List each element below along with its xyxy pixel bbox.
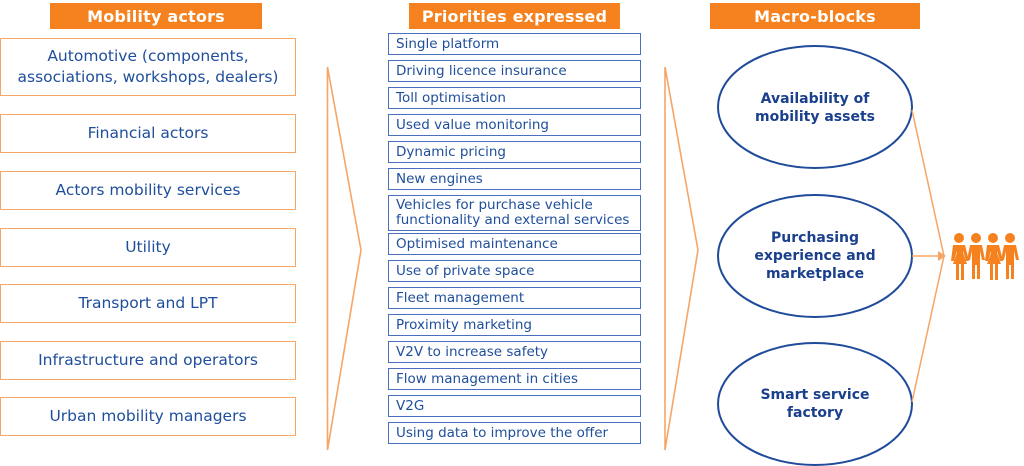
actor-transport-lpt: Transport and LPT [0, 284, 296, 323]
priority-item: Single platform [388, 33, 641, 55]
group-of-people-icon [951, 233, 1019, 280]
actor-utility: Utility [0, 228, 296, 267]
actor-infrastructure: Infrastructure and operators [0, 341, 296, 380]
actor-financial: Financial actors [0, 114, 296, 153]
chevron-arrow-icon [326, 66, 362, 451]
priority-item: Dynamic pricing [388, 141, 641, 163]
actor-automotive: Automotive (components, associations, wo… [0, 38, 296, 96]
priority-item: Toll optimisation [388, 87, 641, 109]
arrowhead-icon [938, 251, 946, 261]
priority-item: Use of private space [388, 260, 641, 282]
chevron-arrow-icon [664, 66, 699, 451]
priority-item: New engines [388, 168, 641, 190]
actor-mobility-services: Actors mobility services [0, 171, 296, 210]
priority-item: Proximity marketing [388, 314, 641, 336]
header-macro-blocks: Macro-blocks [710, 3, 920, 29]
priority-item: Driving licence insurance [388, 60, 641, 82]
macro-block-purchasing: Purchasing experience and marketplace [754, 230, 876, 282]
connector-line [911, 255, 945, 403]
priority-item: Optimised maintenance [388, 233, 641, 255]
priority-item: V2V to increase safety [388, 341, 641, 363]
priority-item: Flow management in cities [388, 368, 641, 390]
priority-item: Fleet management [388, 287, 641, 309]
priority-item: Using data to improve the offer [388, 422, 641, 444]
header-priorities-expressed: Priorities expressed [409, 3, 620, 29]
header-mobility-actors: Mobility actors [50, 3, 262, 29]
macro-block-ellipse [717, 342, 913, 466]
macro-block-smart-service: Smart service factory [760, 387, 870, 421]
actor-urban-mobility: Urban mobility managers [0, 397, 296, 436]
macro-block-ellipse [717, 45, 913, 169]
connector-line [911, 109, 945, 257]
macro-block-availability: Availability of mobility assets [755, 91, 875, 125]
priority-item: V2G [388, 395, 641, 417]
priority-item: Used value monitoring [388, 114, 641, 136]
priority-item: Vehicles for purchase vehicle functional… [388, 195, 641, 231]
